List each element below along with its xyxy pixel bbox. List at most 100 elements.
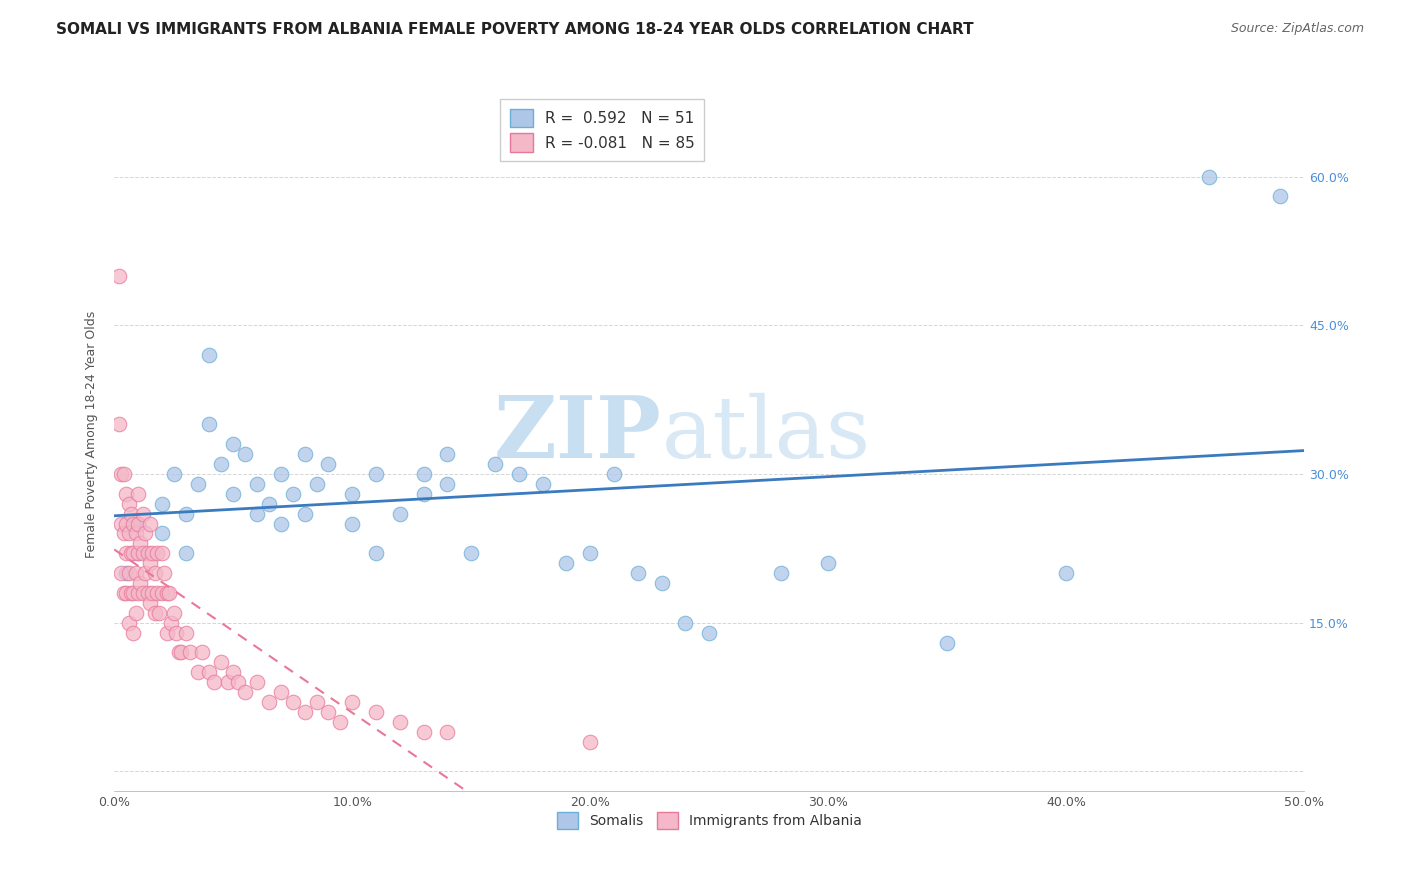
Point xyxy=(115,586,138,600)
Point xyxy=(342,487,364,501)
Point xyxy=(148,606,170,620)
Point xyxy=(120,507,142,521)
Point xyxy=(209,457,232,471)
Point xyxy=(270,685,292,699)
Point xyxy=(270,467,292,481)
Point xyxy=(294,705,316,719)
Point xyxy=(174,625,197,640)
Point xyxy=(222,487,245,501)
Point xyxy=(150,526,173,541)
Point xyxy=(218,675,240,690)
Point xyxy=(697,625,720,640)
Point xyxy=(412,487,434,501)
Point xyxy=(129,576,152,591)
Point xyxy=(143,606,166,620)
Point xyxy=(484,457,506,471)
Point xyxy=(342,695,364,709)
Point xyxy=(117,526,139,541)
Point xyxy=(246,477,269,491)
Point xyxy=(257,695,280,709)
Y-axis label: Female Poverty Among 18-24 Year Olds: Female Poverty Among 18-24 Year Olds xyxy=(86,310,98,558)
Point xyxy=(110,516,132,531)
Point xyxy=(460,546,482,560)
Point xyxy=(150,586,173,600)
Point xyxy=(120,586,142,600)
Point xyxy=(270,516,292,531)
Point xyxy=(139,556,162,570)
Point xyxy=(141,586,163,600)
Point xyxy=(1054,566,1077,581)
Point xyxy=(651,576,673,591)
Point xyxy=(122,625,145,640)
Point xyxy=(129,536,152,550)
Text: Source: ZipAtlas.com: Source: ZipAtlas.com xyxy=(1230,22,1364,36)
Point xyxy=(673,615,696,630)
Point xyxy=(187,477,209,491)
Point xyxy=(209,656,232,670)
Point xyxy=(246,507,269,521)
Text: SOMALI VS IMMIGRANTS FROM ALBANIA FEMALE POVERTY AMONG 18-24 YEAR OLDS CORRELATI: SOMALI VS IMMIGRANTS FROM ALBANIA FEMALE… xyxy=(56,22,974,37)
Point xyxy=(146,586,169,600)
Point xyxy=(110,467,132,481)
Point xyxy=(1270,189,1292,203)
Point xyxy=(156,625,179,640)
Point xyxy=(112,526,135,541)
Point xyxy=(388,714,411,729)
Point xyxy=(174,507,197,521)
Point xyxy=(127,586,149,600)
Point xyxy=(165,625,187,640)
Point xyxy=(294,447,316,461)
Point xyxy=(226,675,249,690)
Point xyxy=(112,467,135,481)
Point xyxy=(603,467,626,481)
Point xyxy=(412,467,434,481)
Point xyxy=(146,546,169,560)
Point xyxy=(117,497,139,511)
Point xyxy=(436,477,458,491)
Point xyxy=(108,268,131,283)
Point xyxy=(579,546,602,560)
Point xyxy=(112,586,135,600)
Point xyxy=(136,586,159,600)
Text: atlas: atlas xyxy=(662,392,870,476)
Text: ZIP: ZIP xyxy=(494,392,662,476)
Point xyxy=(127,487,149,501)
Point xyxy=(198,417,221,432)
Point xyxy=(167,645,190,659)
Point xyxy=(531,477,554,491)
Point xyxy=(127,516,149,531)
Point xyxy=(281,695,304,709)
Point xyxy=(222,665,245,680)
Point xyxy=(139,596,162,610)
Point xyxy=(436,724,458,739)
Point xyxy=(122,516,145,531)
Point xyxy=(156,586,179,600)
Point xyxy=(294,507,316,521)
Point xyxy=(150,497,173,511)
Point xyxy=(233,447,256,461)
Point xyxy=(508,467,530,481)
Point xyxy=(143,566,166,581)
Point xyxy=(136,546,159,560)
Point xyxy=(436,447,458,461)
Point xyxy=(115,546,138,560)
Point xyxy=(132,546,155,560)
Point xyxy=(342,516,364,531)
Point xyxy=(198,665,221,680)
Point xyxy=(141,546,163,560)
Point xyxy=(127,546,149,560)
Point xyxy=(122,546,145,560)
Point xyxy=(110,566,132,581)
Point xyxy=(127,516,149,531)
Point xyxy=(1198,169,1220,184)
Point xyxy=(163,606,186,620)
Point xyxy=(364,546,387,560)
Point xyxy=(134,566,156,581)
Point xyxy=(122,586,145,600)
Point xyxy=(115,566,138,581)
Point xyxy=(769,566,792,581)
Point xyxy=(120,546,142,560)
Point xyxy=(364,705,387,719)
Point xyxy=(153,566,176,581)
Point xyxy=(163,467,186,481)
